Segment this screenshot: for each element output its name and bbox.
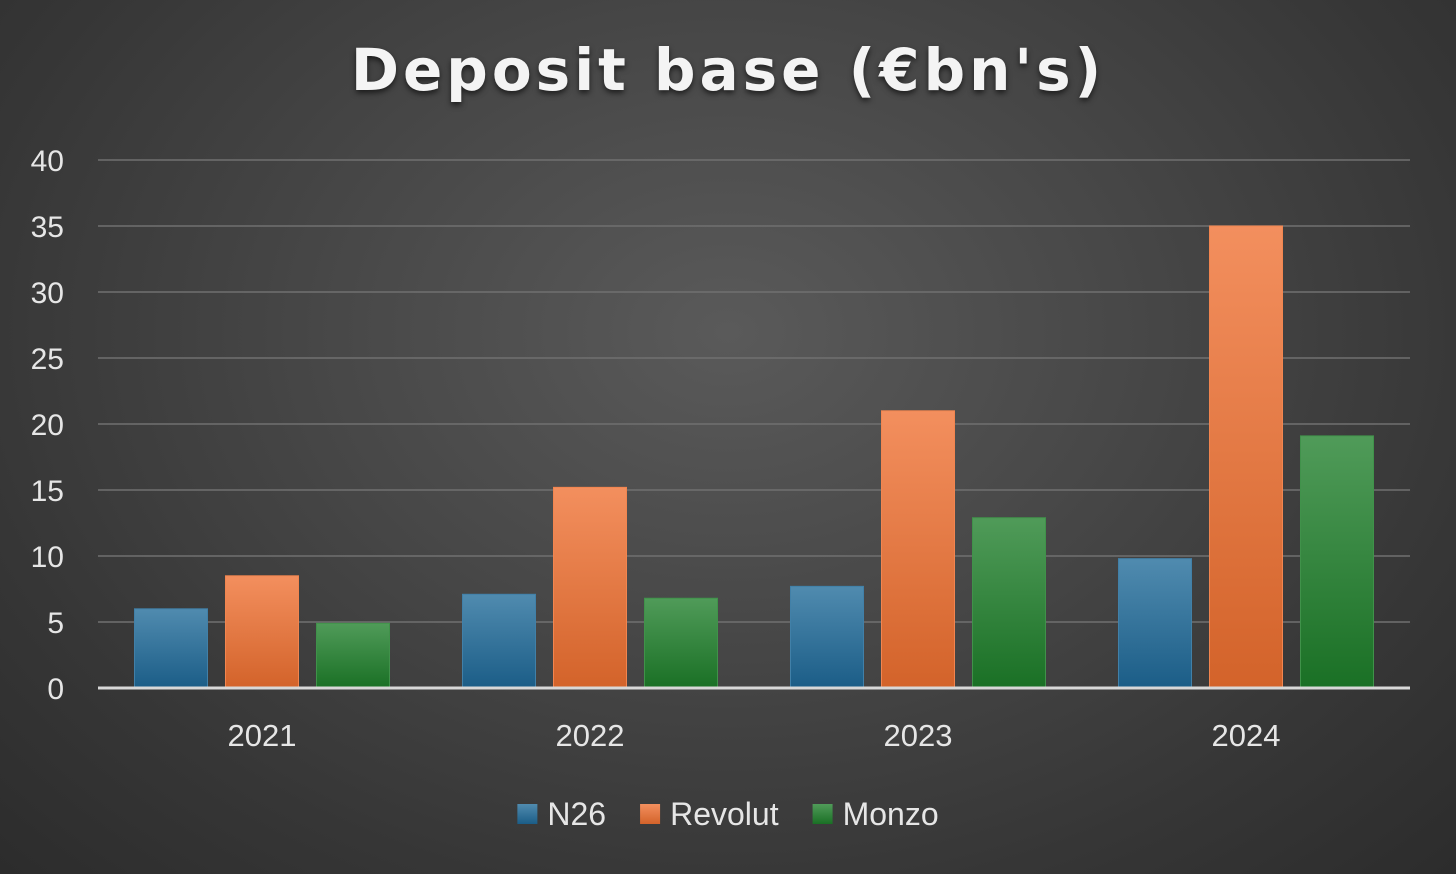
- y-tick-label: 40: [31, 145, 64, 178]
- x-axis-ticks: 2021 2022 2023 2024: [228, 718, 1281, 753]
- bar-n26-2021: [134, 608, 208, 689]
- y-tick-label: 20: [31, 409, 64, 442]
- legend-item-n26: N26: [517, 796, 606, 832]
- bar-revolut-2022: [553, 486, 627, 689]
- bar-n26-2023: [790, 585, 864, 689]
- chart-title: Deposit base (€bn's): [350, 36, 1106, 104]
- legend-label: Revolut: [670, 796, 779, 832]
- legend-item-revolut: Revolut: [640, 796, 779, 832]
- bar-n26-2024: [1118, 558, 1192, 689]
- y-tick-label: 25: [31, 343, 64, 376]
- y-tick-label: 5: [47, 607, 64, 640]
- legend-swatch: [517, 804, 538, 824]
- grid-lines: [98, 159, 1410, 623]
- x-tick-label: 2023: [884, 718, 953, 753]
- legend-swatch: [812, 804, 833, 824]
- bar-revolut-2021: [225, 575, 299, 689]
- y-tick-label: 35: [31, 211, 64, 244]
- x-tick-label: 2024: [1212, 718, 1281, 753]
- legend-label: N26: [547, 796, 606, 832]
- y-tick-label: 15: [31, 475, 64, 508]
- legend: N26 Revolut Monzo: [517, 796, 939, 832]
- x-tick-label: 2021: [228, 718, 297, 753]
- y-tick-label: 10: [31, 541, 64, 574]
- bar-monzo-2023: [972, 517, 1046, 689]
- bar-monzo-2024: [1300, 435, 1374, 689]
- bar-revolut-2023: [881, 410, 955, 689]
- y-axis-ticks: 0 5 10 15 20 25 30 35 40: [31, 145, 64, 706]
- x-tick-label: 2022: [556, 718, 625, 753]
- y-tick-label: 0: [47, 673, 64, 706]
- bar-monzo-2022: [644, 597, 718, 689]
- bar-monzo-2021: [316, 622, 390, 689]
- y-tick-label: 30: [31, 277, 64, 310]
- bar-revolut-2024: [1209, 225, 1283, 689]
- legend-item-monzo: Monzo: [812, 796, 939, 832]
- bar-n26-2022: [462, 593, 536, 689]
- legend-label: Monzo: [843, 796, 939, 832]
- bars: [134, 225, 1374, 689]
- legend-swatch: [640, 804, 661, 824]
